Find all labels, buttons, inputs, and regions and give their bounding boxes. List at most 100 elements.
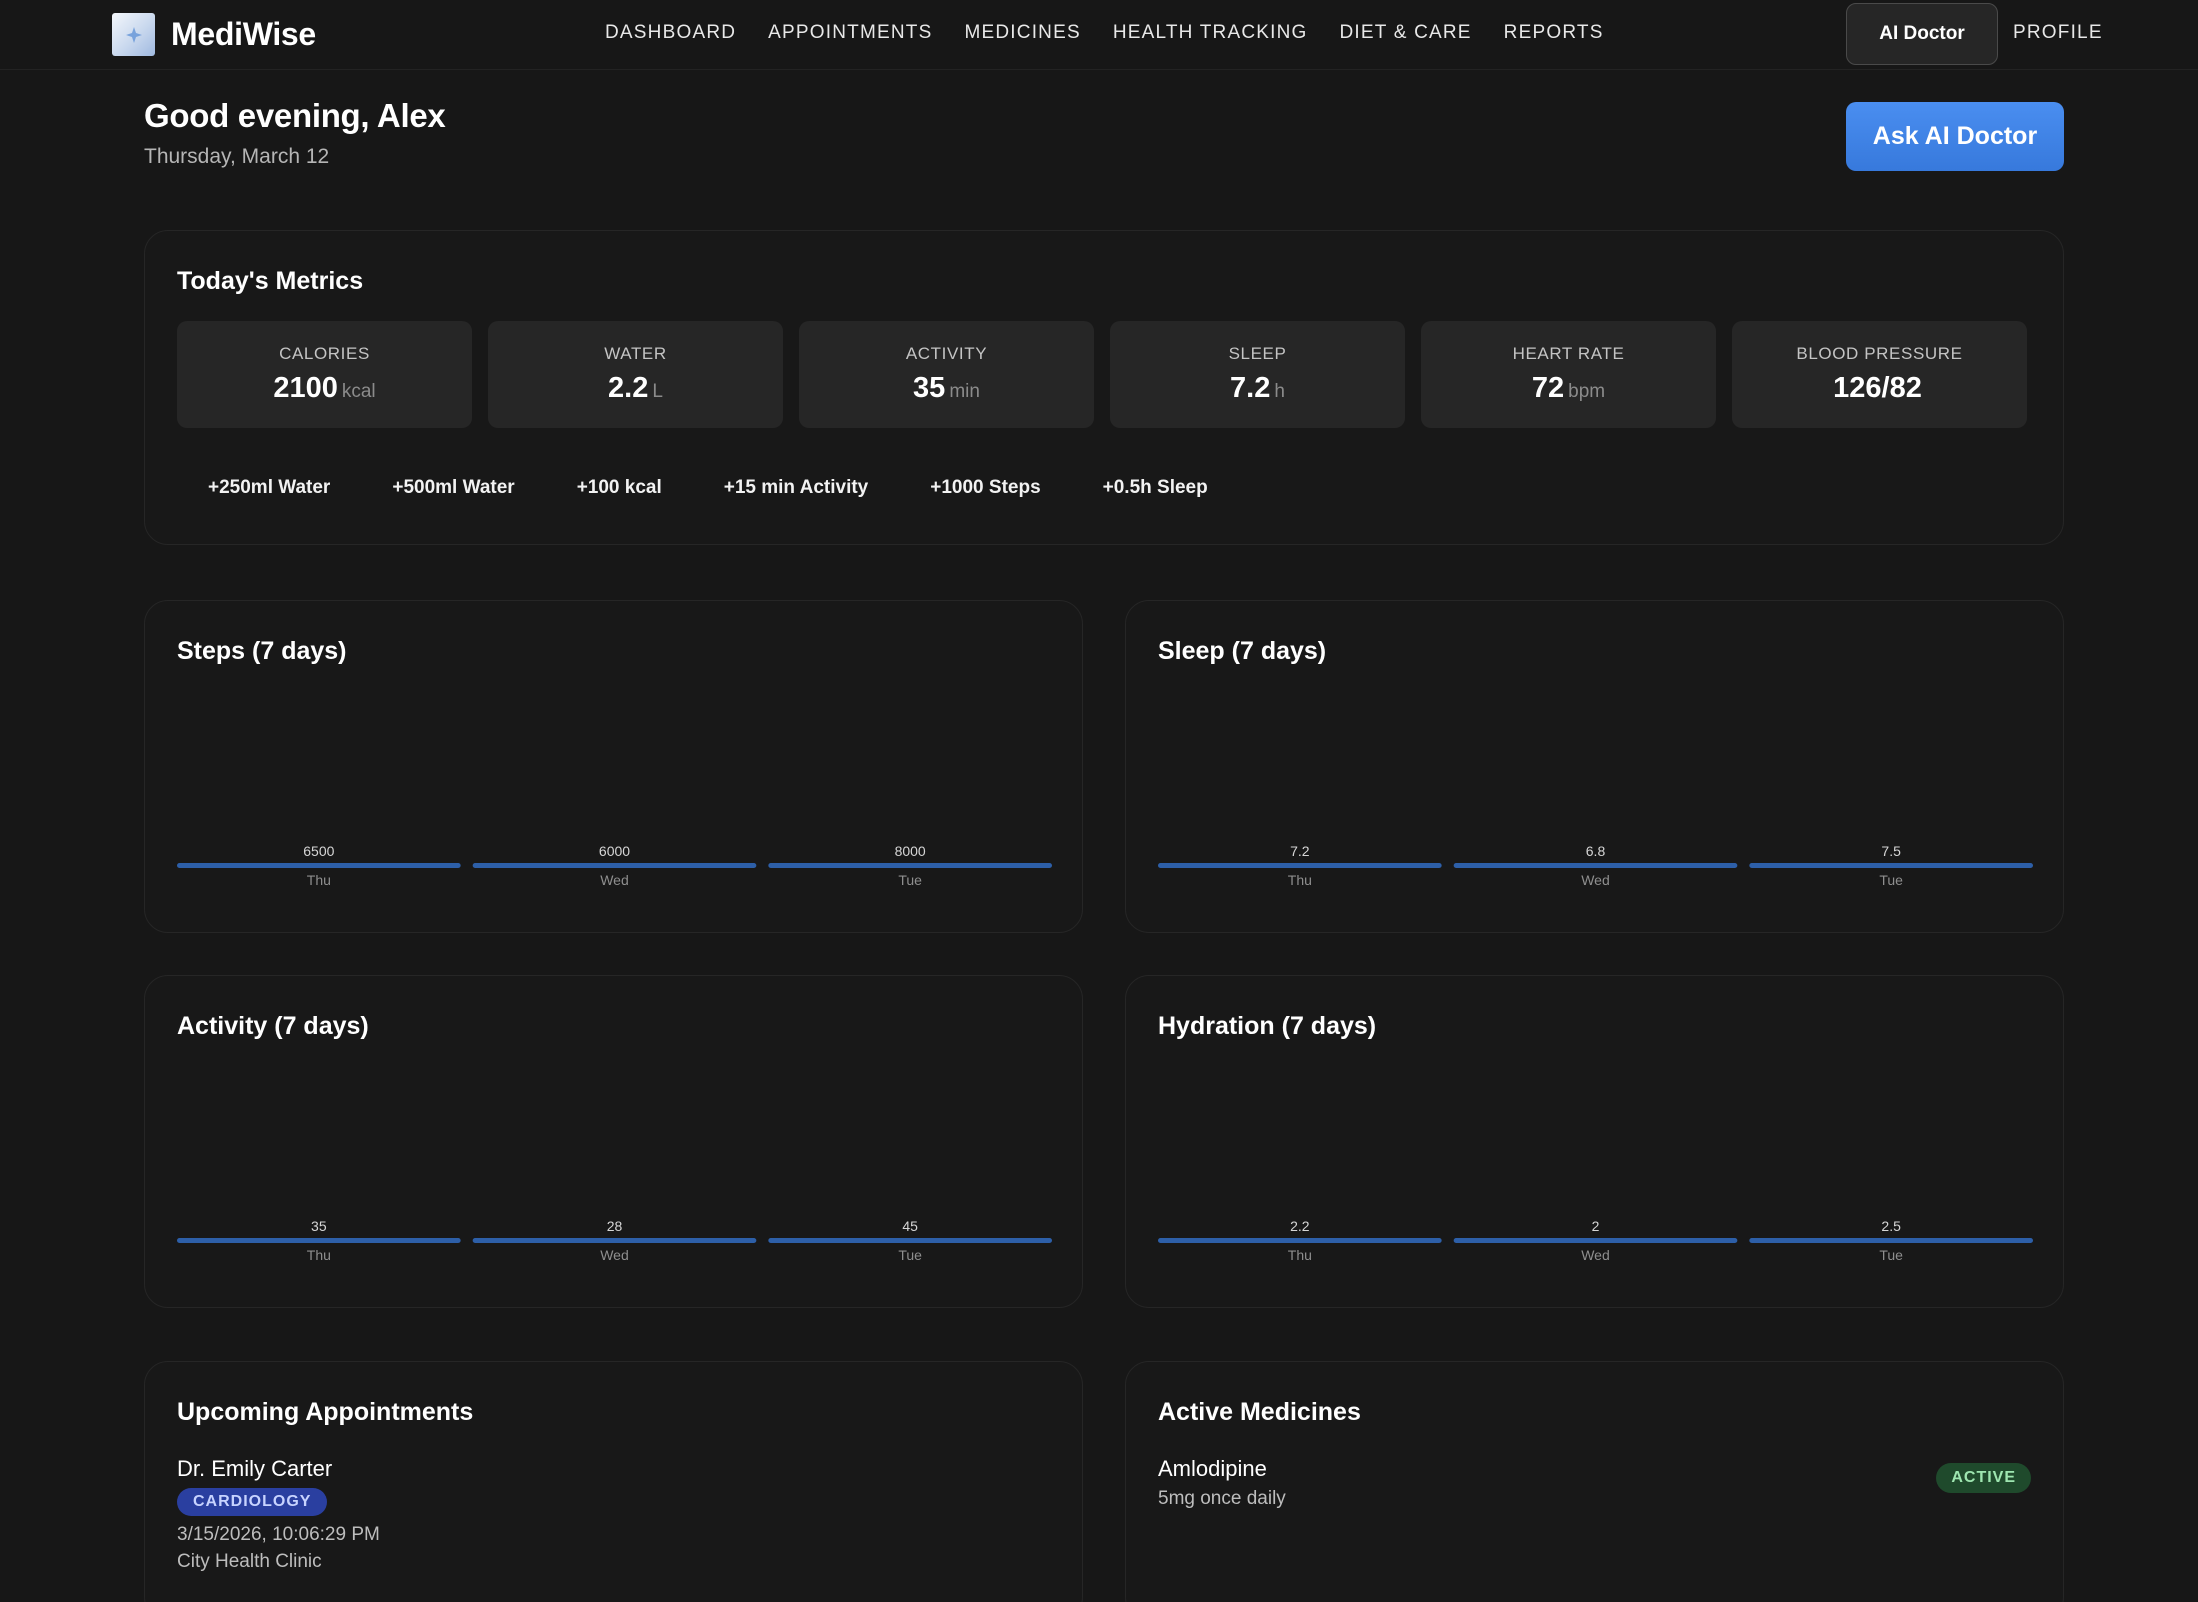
quick-actions: +250ml Water +500ml Water +100 kcal +15 … bbox=[177, 471, 1239, 505]
bar-chart-svg: 7.2 Thu 6.8 Wed 7.5 Tue bbox=[1158, 843, 2033, 888]
ask-ai-doctor-button[interactable]: Ask AI Doctor bbox=[1846, 102, 2064, 171]
bar-value-label: 8000 bbox=[895, 843, 926, 859]
bar-value-label: 35 bbox=[311, 1218, 327, 1234]
sleep-chart-card: Sleep (7 days) 7.2 Thu 6.8 Wed 7.5 Tue bbox=[1125, 600, 2064, 933]
bar-chart-svg: 2.2 Thu 2 Wed 2.5 Tue bbox=[1158, 1218, 2033, 1263]
chart-title: Sleep (7 days) bbox=[1158, 637, 1327, 665]
bar-tue bbox=[1749, 1238, 2033, 1243]
bar-value-label: 28 bbox=[607, 1218, 623, 1234]
metric-value: 2.2 L bbox=[608, 372, 663, 404]
medicines-title: Active Medicines bbox=[1158, 1398, 1361, 1426]
category-label: Wed bbox=[600, 872, 629, 888]
bar-wed bbox=[1453, 863, 1738, 868]
bar-value-label: 2.5 bbox=[1881, 1218, 1901, 1234]
add-100-kcal-button[interactable]: +100 kcal bbox=[576, 477, 662, 498]
appointment-datetime: 3/15/2026, 10:06:29 PM bbox=[177, 1524, 380, 1545]
bar-value-label: 7.5 bbox=[1881, 843, 1901, 859]
bar-value-label: 6000 bbox=[599, 843, 630, 859]
category-label: Thu bbox=[307, 1247, 331, 1263]
active-medicines-card: Active Medicines Amlodipine 5mg once dai… bbox=[1125, 1361, 2064, 1602]
bar-value-label: 6500 bbox=[303, 843, 334, 859]
greeting-date: Thursday, March 12 bbox=[144, 145, 330, 168]
bar-chart-svg: 6500 Thu 6000 Wed 8000 Tue bbox=[177, 843, 1052, 888]
nav-dashboard[interactable]: DASHBOARD bbox=[605, 22, 737, 43]
medicine-dose: 5mg once daily bbox=[1158, 1488, 1286, 1509]
app-logo-icon bbox=[112, 13, 155, 56]
metric-label: CALORIES bbox=[279, 344, 370, 363]
bar-wed bbox=[472, 863, 757, 868]
add-500ml-water-button[interactable]: +500ml Water bbox=[392, 477, 515, 498]
bar-thu bbox=[177, 863, 461, 868]
metric-value: 72 bpm bbox=[1531, 372, 1606, 404]
appointment-location: City Health Clinic bbox=[177, 1551, 322, 1572]
todays-metrics-card: Today's Metrics CALORIES 2100 kcal WATER … bbox=[144, 230, 2064, 545]
activity-chart: 35 Thu 28 Wed 45 Tue bbox=[177, 1091, 1052, 1281]
steps-chart-card: Steps (7 days) 6500 Thu 6000 Wed 8000 Tue bbox=[144, 600, 1083, 933]
category-label: Tue bbox=[1879, 1247, 1903, 1263]
metric-unit: min bbox=[949, 381, 980, 402]
sleep-chart: 7.2 Thu 6.8 Wed 7.5 Tue bbox=[1158, 716, 2033, 906]
bar-thu bbox=[1158, 1238, 1442, 1243]
metric-sleep: SLEEP 7.2 h bbox=[1110, 321, 1405, 428]
bar-value-label: 2 bbox=[1592, 1218, 1600, 1234]
upcoming-appointments-card: Upcoming Appointments Dr. Emily Carter C… bbox=[144, 1361, 1083, 1602]
category-label: Tue bbox=[898, 872, 922, 888]
bar-value-label: 7.2 bbox=[1290, 843, 1310, 859]
bar-value-label: 45 bbox=[902, 1218, 918, 1234]
nav-medicines[interactable]: MEDICINES bbox=[964, 22, 1081, 43]
metric-calories: CALORIES 2100 kcal bbox=[177, 321, 472, 428]
hydration-chart-card: Hydration (7 days) 2.2 Thu 2 Wed 2.5 Tue bbox=[1125, 975, 2064, 1308]
add-15-min-activity-button[interactable]: +15 min Activity bbox=[723, 477, 869, 498]
nav-profile[interactable]: PROFILE bbox=[2013, 22, 2103, 43]
metric-value: 2100 kcal bbox=[273, 372, 376, 404]
appointments-title: Upcoming Appointments bbox=[177, 1398, 474, 1426]
add-250ml-water-button[interactable]: +250ml Water bbox=[208, 477, 331, 498]
nav-reports[interactable]: REPORTS bbox=[1503, 22, 1604, 43]
category-label: Wed bbox=[1581, 872, 1610, 888]
bar-value-label: 2.2 bbox=[1290, 1218, 1310, 1234]
bar-value-label: 6.8 bbox=[1586, 843, 1606, 859]
hydration-chart: 2.2 Thu 2 Wed 2.5 Tue bbox=[1158, 1091, 2033, 1281]
category-label: Thu bbox=[1288, 872, 1312, 888]
bar-chart-svg: 35 Thu 28 Wed 45 Tue bbox=[177, 1218, 1052, 1263]
specialty-badge: CARDIOLOGY bbox=[177, 1488, 328, 1516]
metric-label: SLEEP bbox=[1228, 344, 1287, 363]
greeting-section: Good evening, Alex Thursday, March 12 bbox=[144, 97, 446, 169]
metric-unit: L bbox=[652, 381, 663, 402]
bar-thu bbox=[1158, 863, 1442, 868]
metric-water: WATER 2.2 L bbox=[488, 321, 783, 428]
category-label: Thu bbox=[307, 872, 331, 888]
metrics-title: Today's Metrics bbox=[177, 267, 364, 295]
nav-appointments[interactable]: APPOINTMENTS bbox=[768, 22, 933, 43]
bar-thu bbox=[177, 1238, 461, 1243]
add-half-hour-sleep-button[interactable]: +0.5h Sleep bbox=[1102, 477, 1208, 498]
medicine-name: Amlodipine bbox=[1158, 1456, 1267, 1481]
bar-tue bbox=[768, 1238, 1052, 1243]
main-nav: DASHBOARD APPOINTMENTS MEDICINES HEALTH … bbox=[605, 22, 1604, 44]
metric-blood-pressure: BLOOD PRESSURE 126/82 bbox=[1732, 321, 2027, 428]
metric-activity: ACTIVITY 35 min bbox=[799, 321, 1094, 428]
metric-label: HEART RATE bbox=[1512, 344, 1625, 363]
chart-title: Steps (7 days) bbox=[177, 637, 347, 665]
ai-doctor-nav-button[interactable]: AI Doctor bbox=[1846, 3, 1998, 65]
category-label: Tue bbox=[1879, 872, 1903, 888]
top-navbar: MediWise DASHBOARD APPOINTMENTS MEDICINE… bbox=[0, 0, 2198, 70]
brand[interactable]: MediWise bbox=[112, 13, 316, 56]
category-label: Wed bbox=[1581, 1247, 1610, 1263]
steps-chart: 6500 Thu 6000 Wed 8000 Tue bbox=[177, 716, 1052, 906]
bar-wed bbox=[472, 1238, 757, 1243]
medicine-item[interactable]: Amlodipine 5mg once daily bbox=[1158, 1456, 1286, 1510]
metric-label: ACTIVITY bbox=[905, 344, 988, 363]
nav-health-tracking[interactable]: HEALTH TRACKING bbox=[1112, 22, 1308, 43]
metric-label: BLOOD PRESSURE bbox=[1796, 344, 1963, 363]
add-1000-steps-button[interactable]: +1000 Steps bbox=[930, 477, 1041, 498]
nav-diet-care[interactable]: DIET & CARE bbox=[1339, 22, 1472, 43]
metric-value: 7.2 h bbox=[1230, 372, 1285, 404]
appointment-item[interactable]: Dr. Emily Carter CARDIOLOGY 3/15/2026, 1… bbox=[177, 1456, 380, 1573]
chart-title: Hydration (7 days) bbox=[1158, 1012, 1377, 1040]
metric-value: 35 min bbox=[913, 372, 980, 404]
category-label: Tue bbox=[898, 1247, 922, 1263]
bar-tue bbox=[768, 863, 1052, 868]
appointment-doctor: Dr. Emily Carter bbox=[177, 1456, 333, 1481]
metric-heart-rate: HEART RATE 72 bpm bbox=[1421, 321, 1716, 428]
